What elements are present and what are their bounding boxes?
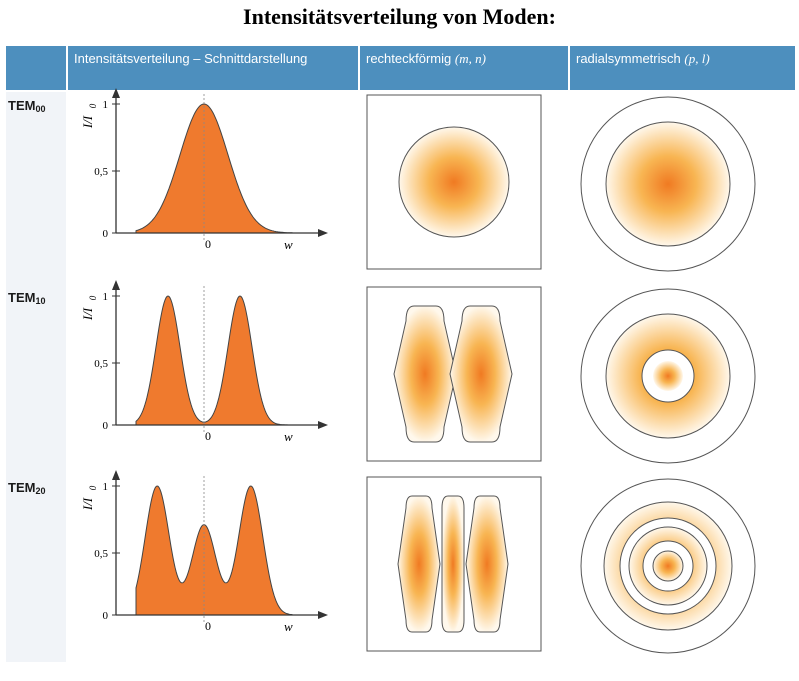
x-axis-arrow [318, 229, 328, 237]
mode-label: TEM20 [8, 480, 45, 496]
header-rect-label: rechteckförmig [366, 51, 452, 66]
y-axis-label-subscript: 0 [88, 103, 98, 108]
radial-mode-panel [580, 96, 756, 272]
header-radial: radialsymmetrisch (p, l) [570, 46, 795, 90]
mode-label-name: TEM [8, 290, 36, 305]
y-axis-label: I/I [80, 497, 95, 511]
mode-label: TEM00 [8, 98, 45, 114]
x-axis-label: w [284, 429, 293, 444]
intensity-curve [135, 103, 293, 234]
y-tick-label: 0,5 [94, 548, 108, 560]
mode-lobe [397, 495, 441, 633]
y-tick-label: 0 [103, 610, 109, 622]
y-axis-label-subscript: 0 [88, 295, 98, 300]
x-axis-label: w [284, 619, 293, 634]
mode-spot [398, 126, 510, 238]
mode-spot [605, 121, 731, 247]
header-profile-label: Intensitätsverteilung – Schnittdarstellu… [74, 51, 308, 66]
y-tick-label: 0 [103, 420, 109, 432]
x-axis-arrow [318, 421, 328, 429]
mode-label-sub: 10 [35, 296, 46, 306]
intensity-curve [135, 295, 292, 426]
y-axis-label: I/I [80, 307, 95, 321]
mode-label-sub: 00 [35, 104, 46, 114]
intensity-curve [135, 485, 293, 616]
row-label-background [6, 92, 66, 662]
mode-label-name: TEM [8, 480, 36, 495]
y-tick-label: 1 [103, 291, 109, 303]
x-zero-label: 0 [205, 237, 211, 251]
y-tick-label: 0,5 [94, 166, 108, 178]
header-profile: Intensitätsverteilung – Schnittdarstellu… [68, 46, 358, 90]
x-zero-label: 0 [205, 619, 211, 633]
table-header: Intensitätsverteilung – Schnittdarstellu… [6, 46, 795, 90]
header-rect-vars: (m, n) [454, 51, 486, 66]
radial-mode-panel [580, 288, 756, 464]
y-axis-arrow [112, 88, 120, 98]
x-axis-label: w [284, 237, 293, 252]
y-tick-label: 0 [103, 228, 109, 240]
mode-core [652, 550, 684, 582]
header-blank-cell [6, 46, 66, 90]
y-tick-label: 1 [103, 481, 109, 493]
y-axis-arrow [112, 470, 120, 480]
y-axis-label-subscript: 0 [88, 485, 98, 490]
rectangular-mode-panel [366, 94, 542, 270]
intensity-profile-chart: 1 0,5 0 0 w I/I 0 [80, 280, 328, 444]
mode-label-name: TEM [8, 98, 36, 113]
rectangular-mode-panel [366, 476, 542, 652]
rectangular-mode-panel [366, 286, 542, 462]
header-radial-vars: (p, l) [684, 51, 710, 66]
mode-lobe [465, 495, 509, 633]
intensity-profile-chart: 1 0,5 0 0 w I/I 0 [80, 470, 328, 634]
y-tick-label: 0,5 [94, 358, 108, 370]
header-rectangular: rechteckförmig (m, n) [360, 46, 568, 90]
radial-mode-panel [580, 478, 756, 654]
mode-label: TEM10 [8, 290, 45, 306]
mode-lobe [393, 305, 457, 443]
header-radial-label: radialsymmetrisch [576, 51, 681, 66]
mode-core [653, 361, 683, 391]
y-axis-label: I/I [80, 115, 95, 129]
y-axis-arrow [112, 280, 120, 290]
mode-label-sub: 20 [35, 486, 46, 496]
x-zero-label: 0 [205, 429, 211, 443]
page-title: Intensitätsverteilung von Moden: [243, 4, 556, 29]
intensity-profile-chart: 1 0,5 0 0 w I/I 0 [80, 88, 328, 252]
mode-lobe [441, 495, 465, 633]
mode-lobe [449, 305, 513, 443]
x-axis-arrow [318, 611, 328, 619]
y-tick-label: 1 [103, 99, 109, 111]
